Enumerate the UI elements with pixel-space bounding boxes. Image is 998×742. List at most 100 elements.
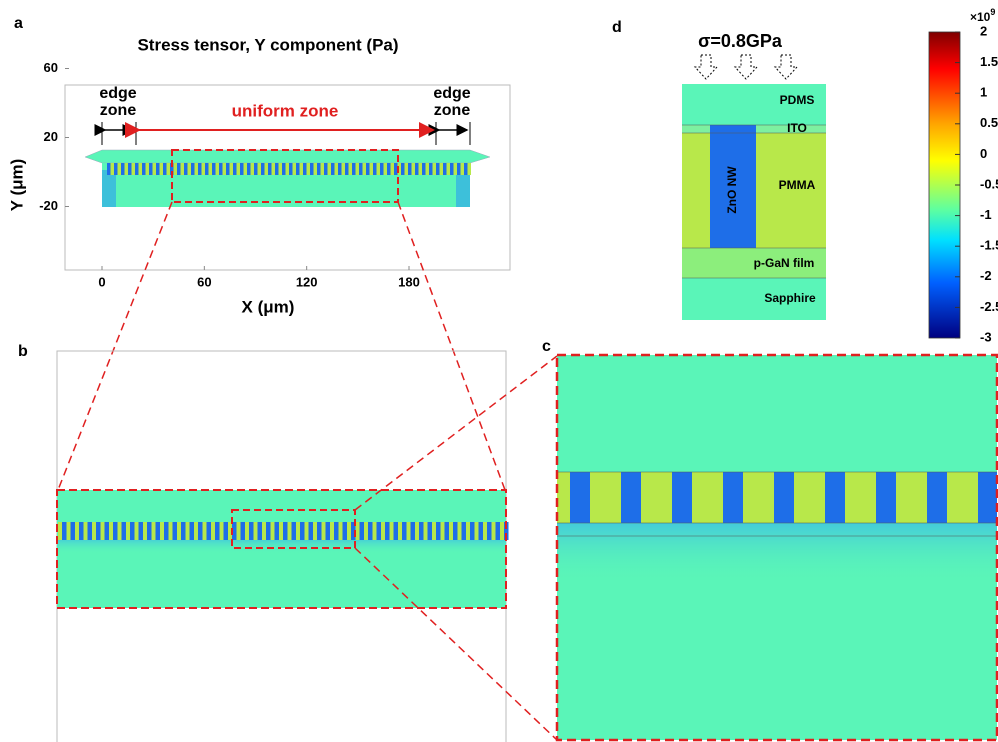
nanowire — [282, 163, 286, 175]
nanowire — [331, 163, 335, 175]
nanowire — [345, 163, 349, 175]
layer-label: PDMS — [780, 93, 815, 107]
pmma-segment — [251, 163, 255, 175]
edge-stress — [102, 170, 116, 207]
multiplier-base: ×10 — [970, 10, 991, 24]
nanowire — [825, 472, 845, 523]
zoom-line — [355, 356, 557, 510]
pmma-segment — [377, 163, 381, 175]
nanowire — [360, 522, 365, 540]
nanowire — [343, 522, 348, 540]
nanowire — [275, 522, 280, 540]
nanowire — [79, 522, 84, 540]
pmma-segment — [265, 163, 269, 175]
pmma-segment — [143, 522, 147, 540]
nanowire — [261, 163, 265, 175]
nanowire-label: ZnO NW — [725, 166, 739, 214]
pmma-segment — [194, 522, 198, 540]
nanowire — [380, 163, 384, 175]
y-tick-label: -20 — [39, 198, 58, 213]
pmma-segment — [67, 522, 71, 540]
nanowire — [177, 163, 181, 175]
colorbar-tick-label: 0.5 — [980, 115, 998, 130]
nanowire — [774, 472, 794, 523]
nanowire-row — [557, 472, 997, 583]
nanowire — [219, 163, 223, 175]
pmma-segment — [160, 163, 164, 175]
pmma-segment — [356, 163, 360, 175]
pmma-segment — [321, 163, 325, 175]
nanowire — [142, 163, 146, 175]
pmma-segment — [440, 163, 444, 175]
pmma-segment — [500, 522, 504, 540]
annotation: zone — [434, 102, 471, 119]
nanowire — [181, 522, 186, 540]
pmma-segment — [126, 522, 130, 540]
nanowire — [233, 163, 237, 175]
pmma-segment — [475, 522, 479, 540]
stress-halo — [557, 523, 997, 583]
pmma-segment — [419, 163, 423, 175]
nanowire — [283, 522, 288, 540]
pmma-segment — [447, 163, 451, 175]
pmma-segment — [92, 522, 96, 540]
nanowire — [443, 163, 447, 175]
annotation: zone — [100, 102, 137, 119]
nanowire — [470, 522, 475, 540]
layer-label: PMMA — [779, 178, 816, 192]
nanowire — [570, 472, 590, 523]
nanowire — [205, 163, 209, 175]
pmma-segment — [203, 522, 207, 540]
nanowire — [258, 522, 263, 540]
nanowire — [436, 163, 440, 175]
nanowire — [876, 472, 896, 523]
pmma-segment — [415, 522, 419, 540]
pmma-segment — [296, 522, 300, 540]
pmma-segment — [330, 522, 334, 540]
nanowire — [927, 472, 947, 523]
pmma-segment — [370, 163, 374, 175]
pmma-segment — [307, 163, 311, 175]
nanowire — [184, 163, 188, 175]
nanowire — [96, 522, 101, 540]
pdms-layer — [85, 150, 490, 163]
nanowire — [122, 522, 127, 540]
nanowire — [198, 163, 202, 175]
nanowire — [387, 163, 391, 175]
pmma-segment — [139, 163, 143, 175]
nanowire — [368, 522, 373, 540]
colorbar-tick-label: -0.5 — [980, 176, 998, 191]
nanowire — [289, 163, 293, 175]
pmma-segment — [342, 163, 346, 175]
nanowire — [268, 163, 272, 175]
pmma-segment — [146, 163, 150, 175]
colorbar-tick-label: 0 — [980, 146, 987, 161]
annotation: edge — [99, 85, 136, 102]
nanowire — [411, 522, 416, 540]
pmma-segment — [75, 522, 79, 540]
pmma-segment — [381, 522, 385, 540]
nanowire — [275, 163, 279, 175]
pmma-segment — [237, 163, 241, 175]
nanowire — [226, 163, 230, 175]
pmma-segment — [347, 522, 351, 540]
nanowire — [241, 522, 246, 540]
zoom-line — [398, 202, 505, 490]
nanowire — [147, 522, 152, 540]
nanowire — [422, 163, 426, 175]
nanowire — [212, 163, 216, 175]
nanowire — [429, 163, 433, 175]
pmma-segment — [174, 163, 178, 175]
pmma-segment — [454, 163, 458, 175]
layer-label: p-GaN film — [754, 256, 815, 270]
pmma-segment — [118, 522, 122, 540]
pmma-segment — [364, 522, 368, 540]
pmma-segment — [244, 163, 248, 175]
nanowire — [309, 522, 314, 540]
pmma-segment — [202, 163, 206, 175]
pmma-segment — [424, 522, 428, 540]
nanowire — [198, 522, 203, 540]
nanowire — [247, 163, 251, 175]
pmma-segment — [177, 522, 181, 540]
nanowire — [324, 163, 328, 175]
